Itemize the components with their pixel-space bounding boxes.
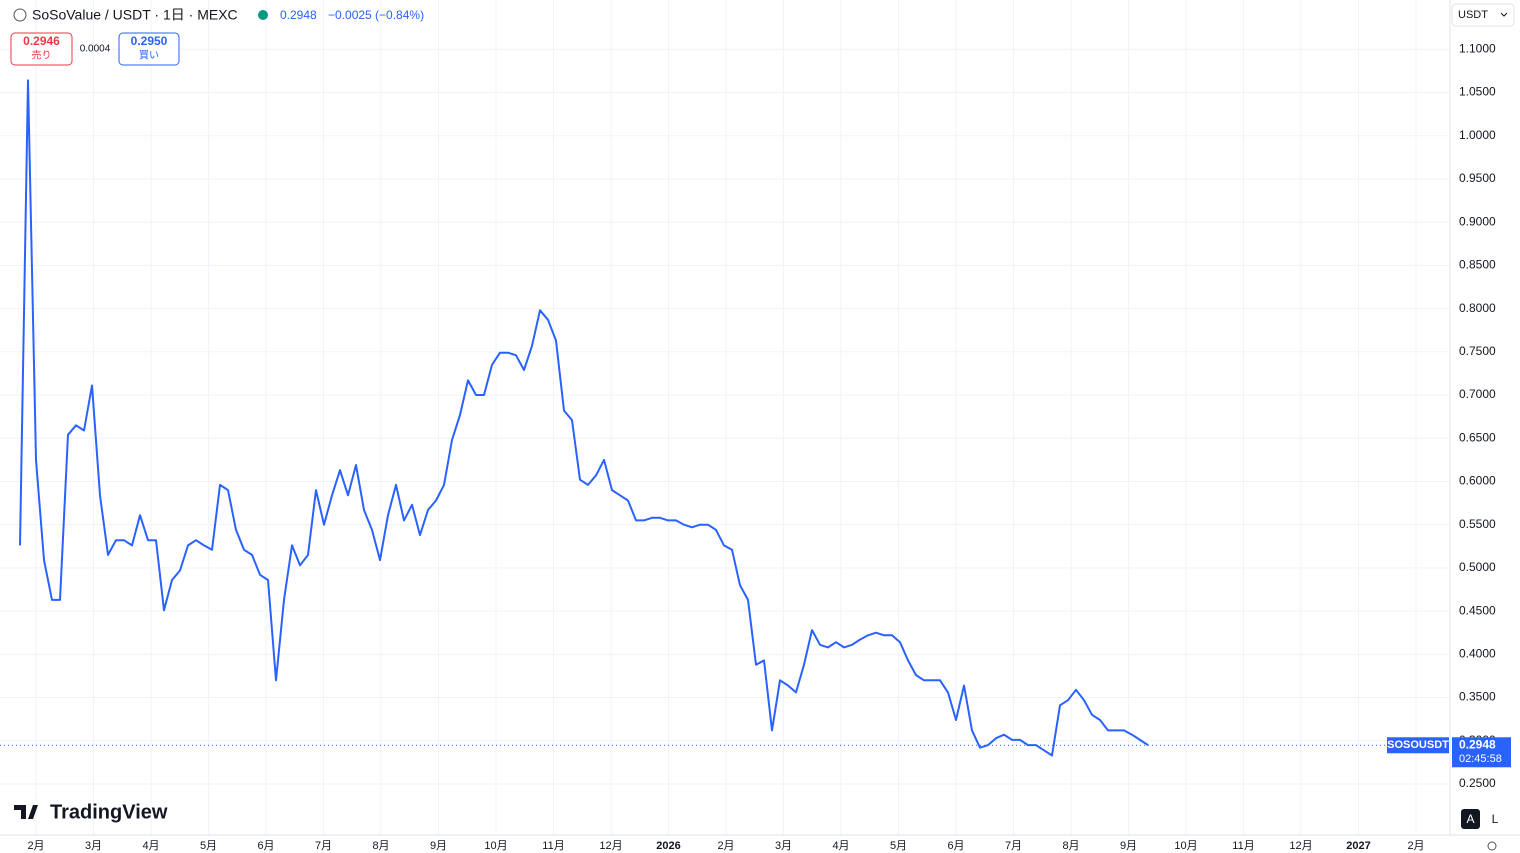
auto-label[interactable]: A — [1466, 812, 1474, 826]
x-tick-label: 7月 — [1005, 840, 1022, 852]
x-tick-label: 2月 — [1407, 840, 1424, 852]
settings-icon[interactable] — [1487, 841, 1497, 851]
x-tick-label: 11月 — [1232, 840, 1254, 852]
currency-select[interactable] — [1451, 3, 1515, 27]
y-tick-label: 0.3500 — [1459, 690, 1496, 704]
brand-name: TradingView — [50, 801, 168, 823]
x-tick-label: 2月 — [27, 840, 44, 852]
auto-button[interactable] — [1461, 809, 1480, 829]
price-tag-value: 0.2948 — [1459, 737, 1496, 751]
countdown: 02:45:58 — [1459, 753, 1502, 765]
x-tick-label: 8月 — [372, 840, 389, 852]
x-tick-label: 12月 — [599, 840, 622, 852]
y-tick-label: 1.1000 — [1459, 41, 1496, 55]
currency-label[interactable]: USDT — [1458, 9, 1488, 21]
y-tick-label: 0.2500 — [1459, 776, 1496, 790]
y-tick-label: 0.7500 — [1459, 344, 1496, 358]
y-tick-label: 0.8000 — [1459, 301, 1496, 315]
y-tick-label: 0.8500 — [1459, 258, 1496, 272]
sell-label[interactable]: 売り — [32, 49, 52, 62]
price-tag — [1452, 737, 1511, 768]
y-tick-label: 0.4000 — [1459, 647, 1496, 661]
y-tick-label: 0.5500 — [1459, 517, 1496, 531]
y-tick-label: 0.5000 — [1459, 560, 1496, 574]
status-dot — [258, 10, 268, 20]
y-tick-label: 0.7000 — [1459, 387, 1496, 401]
x-tick-label: 9月 — [1120, 840, 1137, 852]
symbol-icon — [13, 8, 27, 22]
symbol-title: SoSoValue / USDT · 1日 · MEXC — [32, 7, 238, 23]
sell-button[interactable] — [10, 32, 73, 66]
x-tick-label: 2027 — [1346, 840, 1370, 852]
buy-price[interactable]: 0.2950 — [131, 34, 168, 48]
x-tick-label: 2026 — [656, 840, 680, 852]
price-line — [19, 79, 1149, 757]
x-tick-label: 5月 — [200, 840, 217, 852]
x-tick-label: 7月 — [315, 840, 332, 852]
price-change: −0.0025 (−0.84%) — [328, 8, 424, 22]
spread: 0.0004 — [80, 44, 111, 55]
y-tick-label: 0.4500 — [1459, 603, 1496, 617]
brand-logo — [14, 805, 38, 819]
x-tick-label: 4月 — [832, 840, 849, 852]
symbol-tag — [1387, 737, 1449, 754]
x-tick-label: 6月 — [257, 840, 274, 852]
x-tick-label: 10月 — [1174, 840, 1197, 852]
x-tick-label: 6月 — [947, 840, 964, 852]
x-tick-label: 11月 — [542, 840, 564, 852]
last-price: 0.2948 — [280, 8, 317, 22]
y-tick-label: 0.9500 — [1459, 171, 1496, 185]
sell-price[interactable]: 0.2946 — [23, 34, 60, 48]
x-tick-label: 10月 — [484, 840, 507, 852]
buy-button[interactable] — [118, 32, 180, 66]
y-tick-label: 0.6500 — [1459, 430, 1496, 444]
x-tick-label: 12月 — [1289, 840, 1312, 852]
y-tick-label: 0.6000 — [1459, 474, 1496, 488]
x-tick-label: 2月 — [717, 840, 734, 852]
x-tick-label: 3月 — [85, 840, 102, 852]
x-tick-label: 8月 — [1062, 840, 1079, 852]
symbol-tag-label: SOSOUSDT — [1387, 739, 1449, 751]
x-tick-label: 4月 — [142, 840, 159, 852]
y-tick-label: 1.0500 — [1459, 85, 1496, 99]
x-tick-label: 9月 — [430, 840, 447, 852]
log-label[interactable]: L — [1492, 812, 1499, 826]
x-tick-label: 3月 — [775, 840, 792, 852]
y-tick-label: 1.0000 — [1459, 128, 1496, 142]
y-tick-label: 0.9000 — [1459, 214, 1496, 228]
dropdown-arrow — [1500, 12, 1508, 17]
buy-label[interactable]: 買い — [139, 50, 159, 62]
x-tick-label: 5月 — [890, 840, 907, 852]
